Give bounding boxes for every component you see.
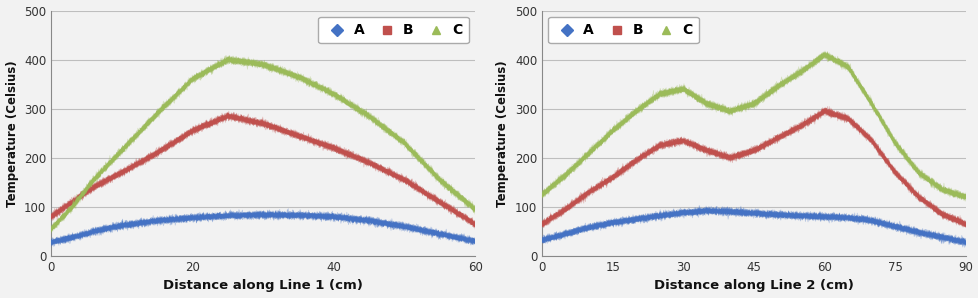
X-axis label: Distance along Line 2 (cm): Distance along Line 2 (cm) <box>653 280 853 292</box>
Legend: A, B, C: A, B, C <box>318 17 468 43</box>
Legend: A, B, C: A, B, C <box>548 17 698 43</box>
X-axis label: Distance along Line 1 (cm): Distance along Line 1 (cm) <box>163 280 363 292</box>
Y-axis label: Temperature (Celsius): Temperature (Celsius) <box>496 60 509 207</box>
Y-axis label: Temperature (Celsius): Temperature (Celsius) <box>6 60 19 207</box>
